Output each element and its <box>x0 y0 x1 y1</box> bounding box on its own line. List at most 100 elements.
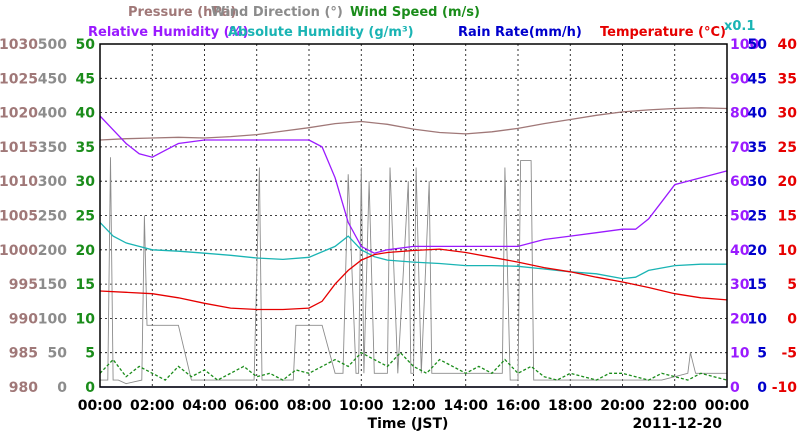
wind-speed-tick: 20 <box>76 243 96 259</box>
title-row1-item: Pressure (hPa) <box>128 5 236 20</box>
wind-speed-tick: 10 <box>76 311 96 327</box>
wind-speed-tick: 15 <box>76 277 95 293</box>
wind-direction-tick: 350 <box>38 140 67 156</box>
rain-rate-tick: 30 <box>748 174 768 190</box>
pressure-tick: 995 <box>9 277 38 293</box>
temperature-tick: 20 <box>778 174 798 190</box>
rain-rate-tick: 45 <box>748 71 767 87</box>
wind-speed-tick: 35 <box>76 140 95 156</box>
pressure-tick: 1020 <box>0 106 38 122</box>
pressure-tick: 985 <box>9 346 38 362</box>
x-tick: 04:00 <box>182 398 227 414</box>
wind-direction-tick: 250 <box>38 209 67 225</box>
humidity-tick: 100 <box>730 37 759 53</box>
wind-direction-tick: 400 <box>38 106 67 122</box>
series-wind-direction <box>100 157 727 385</box>
wind-speed-tick: 30 <box>76 174 96 190</box>
wind-speed-tick: 45 <box>76 71 95 87</box>
rain-rate-tick: 10 <box>748 311 768 327</box>
rain-rate-tick: 0 <box>757 380 767 396</box>
temperature-tick: 30 <box>778 106 798 122</box>
wind-direction-tick: 200 <box>38 243 67 259</box>
x-tick: 16:00 <box>496 398 541 414</box>
pressure-tick: 990 <box>9 311 38 327</box>
rain-rate-tick: 15 <box>748 277 767 293</box>
series-relative-humidity <box>99 115 728 254</box>
wind-speed-tick: 50 <box>76 37 96 53</box>
humidity-tick: 60 <box>730 174 750 190</box>
plot-frame <box>99 43 728 388</box>
x-tick: 02:00 <box>130 398 175 414</box>
chart-titles: Pressure (hPa)Wind Direction (°) Wind Spe… <box>88 5 726 40</box>
chart-grid <box>100 44 727 387</box>
rain-rate-tick: 25 <box>748 209 767 225</box>
x-tick: 00:00 <box>705 398 750 414</box>
humidity-tick: 80 <box>730 106 750 122</box>
humidity-tick: 30 <box>730 277 750 293</box>
x-axis: 00:00 02:00 04:00 06:00 08:00 10:00 12:00 14:00… <box>78 398 750 414</box>
wind-direction-tick: 0 <box>57 380 67 396</box>
wind-speed-tick: 0 <box>85 380 95 396</box>
pressure-tick: 1025 <box>0 71 38 87</box>
temperature-tick: -5 <box>781 346 797 362</box>
left-axes: 9809859909951000100510101015102010251030… <box>0 37 95 396</box>
humidity-tick: 20 <box>730 311 750 327</box>
temperature-tick: 5 <box>787 277 797 293</box>
rain-rate-tick: 50 <box>748 37 768 53</box>
rain-rate-tick: 40 <box>748 106 768 122</box>
rain-rate-tick: 20 <box>748 243 768 259</box>
rain-scale-note: x0.1 <box>724 19 755 34</box>
x-tick: 12:00 <box>391 398 436 414</box>
temperature-tick: 35 <box>778 71 797 87</box>
wind-direction-tick: 450 <box>38 71 67 87</box>
series-wind-speed-m-s <box>99 351 728 381</box>
x-tick: 22:00 <box>652 398 697 414</box>
series-pressure-hpa <box>99 107 728 141</box>
temperature-tick: 10 <box>778 243 798 259</box>
title-row2-item: Rain Rate(mm/h) <box>458 25 582 40</box>
humidity-tick: 50 <box>730 209 750 225</box>
humidity-tick: 10 <box>730 346 750 362</box>
wind-speed-tick: 40 <box>76 106 96 122</box>
x-tick: 08:00 <box>287 398 332 414</box>
wind-direction-tick: 500 <box>38 37 67 53</box>
pressure-tick: 1000 <box>0 243 38 259</box>
rain-rate-tick: 35 <box>748 140 767 156</box>
humidity-tick: 90 <box>730 71 750 87</box>
x-tick: 14:00 <box>443 398 488 414</box>
title-row2-item: Temperature (°C) <box>600 25 726 40</box>
humidity-tick: 40 <box>730 243 750 259</box>
temperature-tick: 40 <box>778 37 798 53</box>
wind-direction-tick: 50 <box>48 346 68 362</box>
humidity-tick: 0 <box>730 380 740 396</box>
rain-rate-tick: 5 <box>757 346 767 362</box>
pressure-tick: 1015 <box>0 140 38 156</box>
x-tick: 20:00 <box>600 398 645 414</box>
wind-speed-tick: 25 <box>76 209 95 225</box>
temperature-tick: 0 <box>787 311 797 327</box>
x-axis-label: Time (JST) <box>368 416 449 432</box>
pressure-tick: 1005 <box>0 209 38 225</box>
series-absolute-humidity-g-m <box>99 221 727 280</box>
title-row2-item: Absolute Humidity (g/m³) <box>228 25 414 40</box>
humidity-tick: 70 <box>730 140 750 156</box>
temperature-tick: 15 <box>778 209 797 225</box>
pressure-tick: 1010 <box>0 174 38 190</box>
wind-speed-tick: 5 <box>85 346 95 362</box>
wind-direction-tick: 300 <box>38 174 67 190</box>
x-tick: 18:00 <box>548 398 593 414</box>
wind-direction-tick: 150 <box>38 277 67 293</box>
temperature-tick: 25 <box>778 140 797 156</box>
series-temperature-c <box>99 248 728 311</box>
temperature-tick: -10 <box>772 380 798 396</box>
wind-direction-tick: 100 <box>38 311 67 327</box>
pressure-tick: 980 <box>9 380 38 396</box>
title-row1-item: Wind Speed (m/s) <box>350 5 480 20</box>
title-row1-item: Wind Direction (°) <box>211 5 343 20</box>
x-tick: 06:00 <box>234 398 279 414</box>
date-label: 2011-12-20 <box>632 416 722 432</box>
title-row2-item: Relative Humidity (%) <box>88 25 249 40</box>
x-tick: 00:00 <box>78 398 123 414</box>
pressure-tick: 1030 <box>0 37 38 53</box>
